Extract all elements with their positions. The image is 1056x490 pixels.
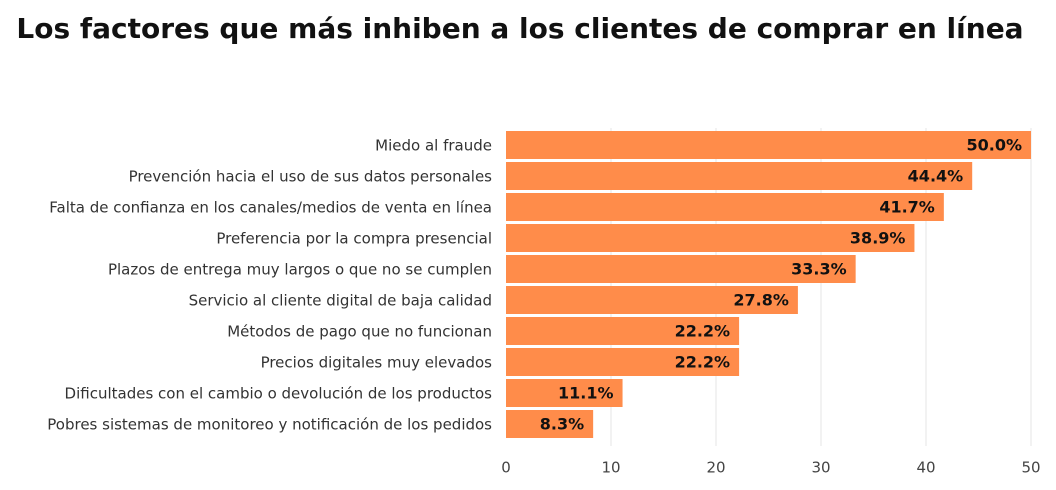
- data-label: 44.4%: [908, 167, 964, 186]
- bar: [506, 410, 594, 438]
- category-label: Pobres sistemas de monitoreo y notificac…: [47, 416, 492, 434]
- bar: [506, 131, 1031, 159]
- data-label: 50.0%: [966, 136, 1022, 155]
- value-labels: 50.0%44.4%41.7%38.9%33.3%27.8%22.2%22.2%…: [540, 136, 1022, 434]
- category-label: Métodos de pago que no funcionan: [227, 323, 492, 341]
- category-label: Miedo al fraude: [375, 137, 492, 155]
- bar: [506, 224, 915, 252]
- x-tick-label: 50: [1021, 459, 1040, 477]
- category-label: Falta de confianza en los canales/medios…: [49, 199, 492, 217]
- category-label: Servicio al cliente digital de baja cali…: [189, 292, 492, 310]
- category-label: Plazos de entrega muy largos o que no se…: [108, 261, 492, 279]
- category-label: Prevención hacia el uso de sus datos per…: [129, 168, 493, 186]
- bars: [506, 131, 1031, 438]
- data-label: 11.1%: [558, 384, 614, 403]
- category-labels: Miedo al fraude Prevención hacia el uso d…: [47, 137, 492, 434]
- bar: [506, 379, 623, 407]
- x-tick-label: 30: [811, 459, 830, 477]
- x-tick-label: 20: [706, 459, 725, 477]
- x-tick-label: 0: [501, 459, 511, 477]
- category-label: Precios digitales muy elevados: [261, 354, 493, 372]
- data-label: 27.8%: [733, 291, 789, 310]
- x-tick-label: 10: [601, 459, 620, 477]
- data-label: 41.7%: [879, 198, 935, 217]
- x-axis-ticks: 0 10 20 30 40 50: [501, 459, 1040, 477]
- category-label: Dificultades con el cambio o devolución …: [65, 385, 493, 403]
- bar: [506, 348, 740, 376]
- data-label: 22.2%: [675, 353, 731, 372]
- data-label: 33.3%: [791, 260, 847, 279]
- bar: [506, 286, 798, 314]
- data-label: 8.3%: [540, 415, 584, 434]
- chart-title: Los factores que más inhiben a los clien…: [16, 12, 1024, 45]
- x-tick-label: 40: [916, 459, 935, 477]
- bar: [506, 193, 944, 221]
- bar: [506, 255, 856, 283]
- category-label: Preferencia por la compra presencial: [216, 230, 492, 248]
- data-label: 22.2%: [675, 322, 731, 341]
- bar: [506, 162, 973, 190]
- bar: [506, 317, 740, 345]
- data-label: 38.9%: [850, 229, 906, 248]
